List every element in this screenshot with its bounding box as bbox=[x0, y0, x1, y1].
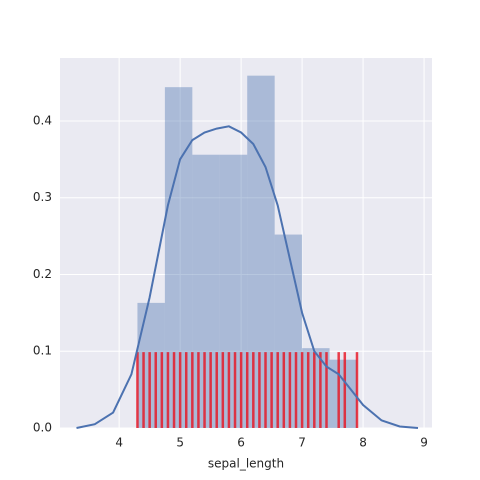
histogram-bar bbox=[302, 348, 330, 428]
y-tick-label: 0.0 bbox=[33, 421, 52, 435]
histogram-bar bbox=[219, 154, 248, 428]
y-tick-label: 0.1 bbox=[33, 344, 52, 358]
y-tick-label: 0.3 bbox=[33, 190, 52, 204]
x-axis-label: sepal_length bbox=[208, 457, 284, 471]
kde-line bbox=[76, 125, 419, 429]
histogram-bar bbox=[329, 359, 357, 428]
y-tick-label: 0.2 bbox=[33, 267, 52, 281]
x-tick-label: 4 bbox=[115, 436, 123, 450]
histogram-bar bbox=[274, 234, 303, 428]
histogram-bar bbox=[164, 87, 193, 428]
x-tick-label: 5 bbox=[176, 436, 184, 450]
x-tick-label: 6 bbox=[237, 436, 245, 450]
histogram-bar bbox=[247, 75, 275, 428]
y-tick-label: 0.4 bbox=[33, 113, 52, 127]
histogram-bar bbox=[192, 154, 220, 428]
x-tick-label: 8 bbox=[359, 436, 367, 450]
histogram-bar bbox=[137, 302, 165, 428]
x-tick-label: 9 bbox=[420, 436, 428, 450]
x-tick-label: 7 bbox=[298, 436, 306, 450]
